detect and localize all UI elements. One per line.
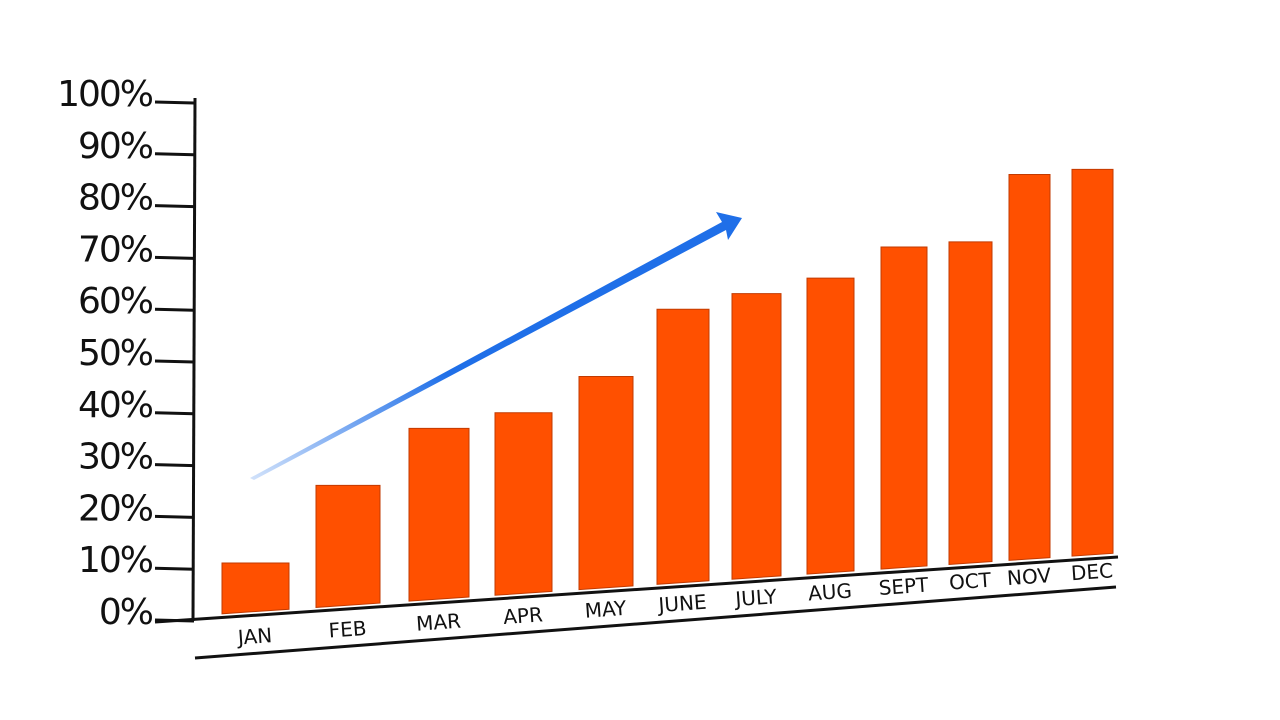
bar-nov bbox=[1008, 174, 1051, 561]
x-tick-label: MAY bbox=[584, 596, 628, 623]
y-tick bbox=[154, 566, 195, 571]
x-tick-label: AUG bbox=[807, 578, 852, 605]
category-labels: JAN FEB MAR APR MAY JUNE JULY AUG SEPT OCT NOV DEC bbox=[235, 558, 1114, 649]
bar-apr bbox=[494, 412, 553, 596]
bars bbox=[221, 168, 1114, 615]
y-tick-label: 10% bbox=[78, 540, 153, 581]
x-tick-label: APR bbox=[502, 602, 543, 629]
y-tick bbox=[154, 618, 195, 623]
bar-dec bbox=[1071, 168, 1114, 557]
y-tick bbox=[154, 411, 195, 416]
y-tick-label: 100% bbox=[57, 74, 153, 115]
trend-arrow-icon bbox=[250, 212, 742, 480]
bar-june bbox=[656, 308, 710, 585]
y-tick-label: 30% bbox=[78, 437, 153, 478]
y-tick-label: 80% bbox=[78, 178, 153, 219]
y-tick bbox=[154, 152, 195, 157]
x-tick-label: MAR bbox=[415, 609, 462, 636]
x-tick-label: JUNE bbox=[656, 590, 708, 617]
y-tick-label: 90% bbox=[78, 126, 153, 167]
x-tick-label: JULY bbox=[733, 584, 779, 611]
y-tick-label: 60% bbox=[78, 281, 153, 322]
y-tick bbox=[154, 307, 195, 312]
y-tick bbox=[154, 100, 195, 105]
x-tick-label: NOV bbox=[1006, 563, 1052, 590]
bar-july bbox=[731, 293, 782, 580]
y-tick bbox=[154, 204, 195, 209]
x-tick-label: DEC bbox=[1070, 558, 1114, 585]
bar-oct bbox=[948, 241, 993, 566]
bar-jan bbox=[221, 562, 290, 615]
y-tick bbox=[154, 359, 195, 364]
bar-may bbox=[578, 376, 634, 591]
y-tick-label: 20% bbox=[78, 488, 153, 529]
x-tick-label: SEPT bbox=[878, 573, 930, 600]
bar-mar bbox=[408, 427, 470, 602]
y-tick bbox=[154, 463, 195, 468]
x-tick-label: JAN bbox=[235, 623, 273, 649]
bar-sept bbox=[880, 246, 928, 570]
y-tick-label: 0% bbox=[99, 592, 153, 633]
y-tick bbox=[154, 255, 195, 260]
x-tick-label: OCT bbox=[948, 568, 992, 595]
x-axis-baseline bbox=[154, 555, 1119, 624]
bar-feb bbox=[315, 484, 381, 608]
axes: 0% 10% 20% 30% 40% 50% 60% 70% 80% 90% 100% bbox=[57, 74, 1119, 660]
y-tick-label: 50% bbox=[78, 333, 153, 374]
y-axis-line bbox=[191, 97, 197, 622]
y-tick bbox=[154, 514, 195, 519]
x-axis-underline bbox=[194, 585, 1117, 660]
bar-aug bbox=[806, 277, 855, 575]
x-tick-label: FEB bbox=[328, 616, 367, 643]
y-tick-label: 40% bbox=[78, 385, 153, 426]
y-tick-label: 70% bbox=[78, 229, 153, 270]
